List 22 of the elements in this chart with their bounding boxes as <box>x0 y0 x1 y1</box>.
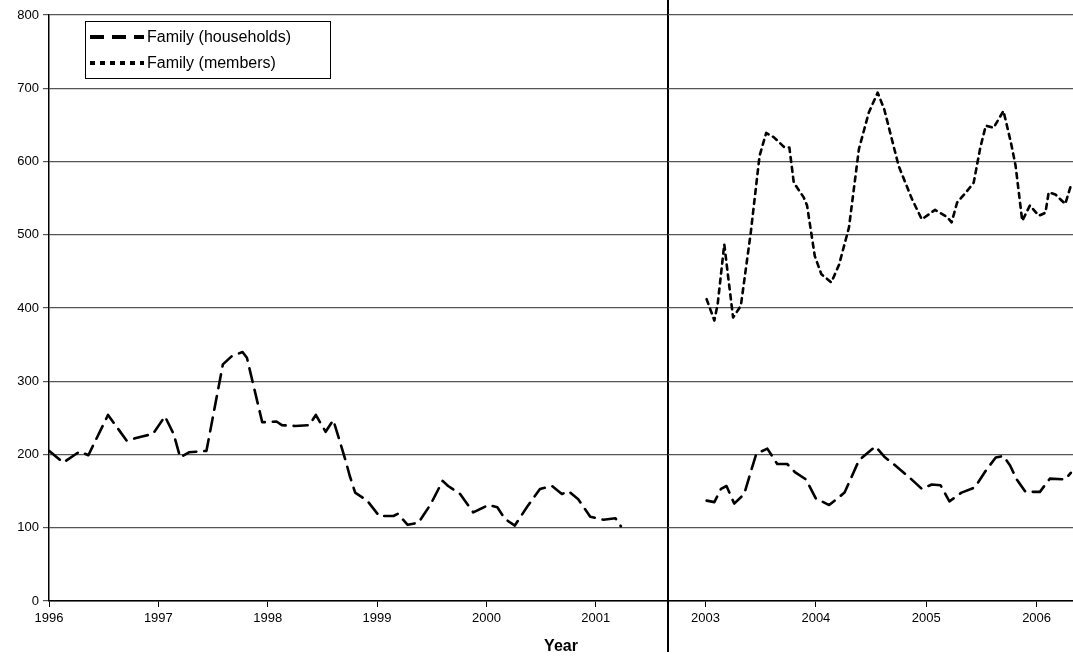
y-tick-label: 800 <box>17 6 39 22</box>
x-tick-label: 2006 <box>1022 610 1052 626</box>
y-tick-label: 600 <box>17 153 39 169</box>
legend-label: Family (members) <box>147 54 276 72</box>
x-tick-label: 2005 <box>911 610 941 626</box>
x-tick-label: 1997 <box>143 610 173 626</box>
x-tick-label: 1999 <box>362 610 392 626</box>
y-tick-label: 500 <box>17 226 39 242</box>
x-tick-label: 2001 <box>581 610 611 626</box>
legend-label: Family (households) <box>147 28 292 46</box>
x-axis-title: Year <box>543 637 579 655</box>
y-tick-label: 200 <box>17 446 39 462</box>
y-tick-label: 400 <box>17 299 39 315</box>
x-tick-label: 1998 <box>253 610 283 626</box>
y-tick-label: 0 <box>31 592 39 608</box>
y-tick-label: 300 <box>17 372 39 388</box>
x-tick-label: 1996 <box>34 610 64 626</box>
x-tick-label: 2003 <box>691 610 720 626</box>
x-tick-label: 2000 <box>471 610 501 626</box>
x-tick-label: 2004 <box>801 610 831 626</box>
y-tick-label: 100 <box>17 519 39 535</box>
y-tick-label: 700 <box>17 79 39 95</box>
